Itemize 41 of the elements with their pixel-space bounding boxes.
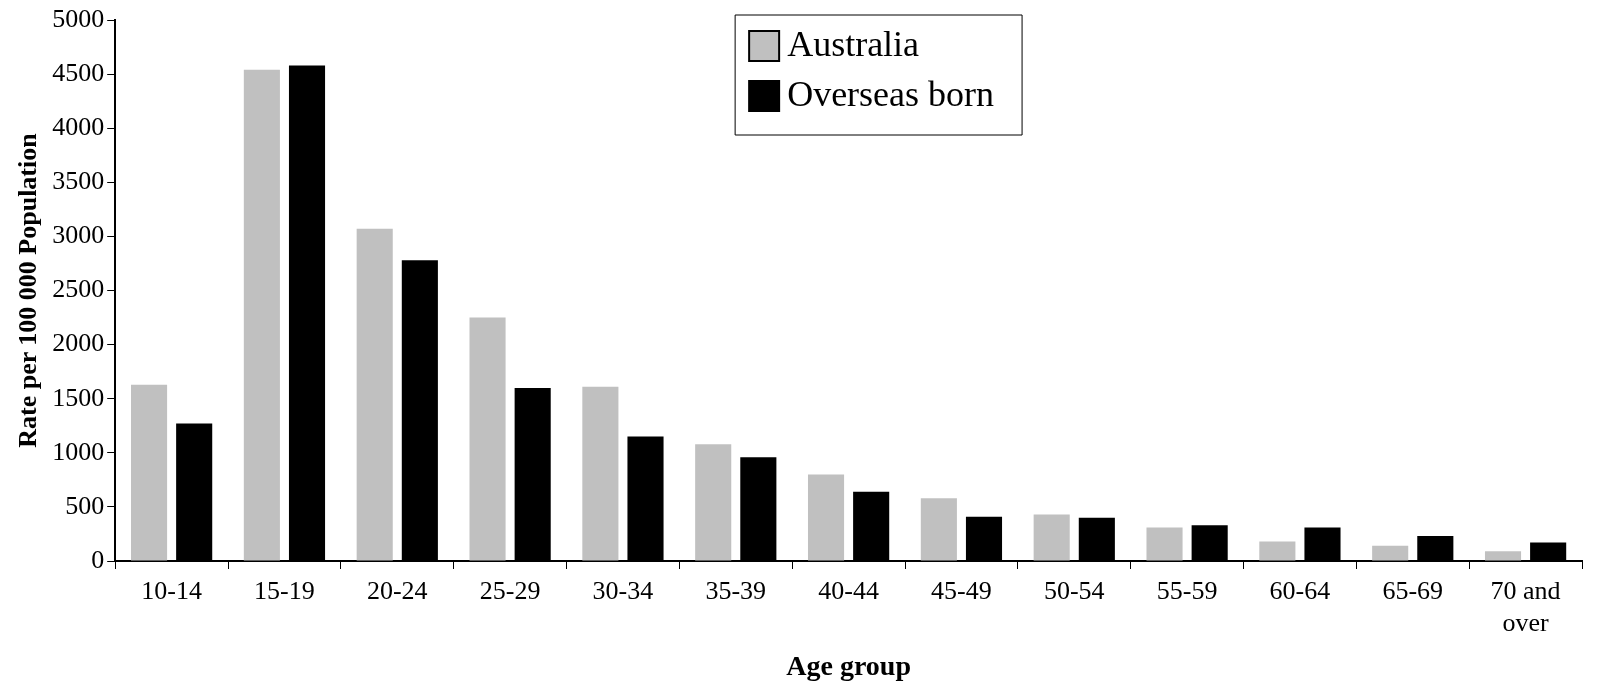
- x-tick-label: 35-39: [705, 576, 767, 606]
- y-axis-title: Rate per 100 000 Population: [13, 132, 43, 448]
- y-tick-label: 500: [65, 490, 105, 520]
- bar: [1259, 541, 1296, 561]
- x-tick-label: 60-64: [1269, 576, 1331, 606]
- y-tick-label: 0: [91, 544, 105, 574]
- legend-label: Overseas born: [787, 74, 995, 115]
- x-tick-label: 55-59: [1156, 576, 1218, 606]
- y-tick-label: 2000: [52, 328, 105, 358]
- bar: [131, 384, 168, 561]
- x-axis-title: Age group: [786, 650, 911, 682]
- x-tick-label: 15-19: [254, 576, 315, 606]
- bar: [356, 228, 393, 561]
- bar: [582, 386, 619, 561]
- bar: [695, 444, 732, 561]
- bar: [1033, 514, 1070, 561]
- x-tick-label: 65-69: [1382, 576, 1444, 606]
- x-tick-label: 25-29: [479, 576, 541, 606]
- bar: [1372, 545, 1409, 561]
- bar: [1146, 527, 1183, 561]
- x-tick-label: 70 and over: [1490, 576, 1561, 637]
- x-tick-label: 50-54: [1043, 576, 1105, 606]
- x-tick-label: 30-34: [592, 576, 654, 606]
- x-tick-label: 20-24: [366, 576, 428, 606]
- y-tick-label: 3000: [52, 220, 105, 250]
- bar: [243, 69, 280, 561]
- bar: [469, 317, 506, 561]
- bar: [1484, 551, 1522, 561]
- y-tick-label: 4500: [52, 57, 105, 87]
- x-tick-label: 40-44: [818, 576, 879, 606]
- y-tick-label: 5000: [52, 3, 105, 33]
- bar: [920, 498, 957, 561]
- x-tick-label: 45-49: [931, 576, 992, 606]
- y-tick-label: 1500: [52, 382, 105, 412]
- x-tick-label: 10-14: [141, 576, 202, 606]
- legend-label: Australia: [787, 24, 920, 65]
- y-tick-label: 2500: [52, 274, 105, 304]
- y-tick-label: 3500: [52, 166, 105, 196]
- y-tick-label: 1000: [52, 436, 105, 466]
- bar: [807, 474, 845, 561]
- y-tick-label: 4000: [52, 112, 105, 142]
